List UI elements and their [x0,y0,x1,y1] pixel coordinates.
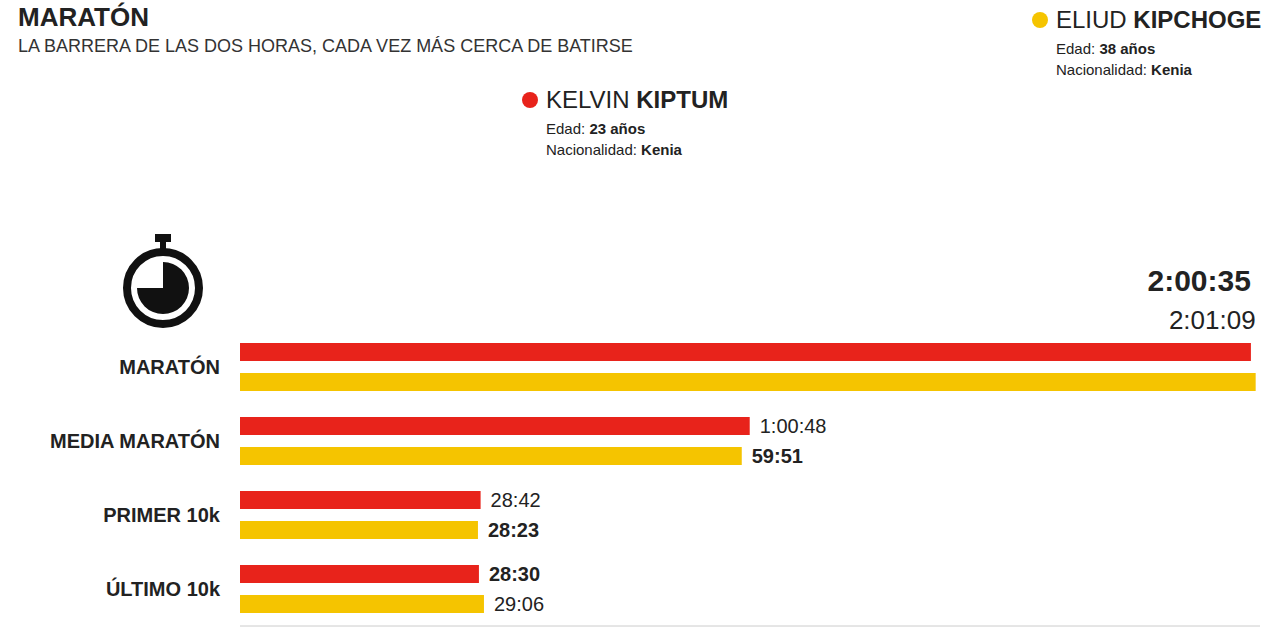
svg-text:29:06: 29:06 [494,593,544,615]
svg-text:59:51: 59:51 [752,445,803,467]
svg-text:28:30: 28:30 [489,563,540,585]
svg-text:MEDIA MARATÓN: MEDIA MARATÓN [50,429,220,452]
html-text:MARATÓN: MARATÓN [18,2,149,32]
svg-text:1:00:48: 1:00:48 [760,415,827,437]
svg-text:2:01:09: 2:01:09 [1169,305,1256,335]
html-text:KELVIN KIPTUM: KELVIN KIPTUM [546,86,729,113]
svg-text:28:42: 28:42 [491,489,541,511]
svg-text:MARATÓN: MARATÓN [119,355,220,378]
html-text:LA BARRERA DE LAS DOS HORAS, C: LA BARRERA DE LAS DOS HORAS, CADA VEZ MÁ… [18,36,633,56]
html-text:Nacionalidad: Kenia: Nacionalidad: Kenia [1056,61,1192,78]
html-text:ELIUD KIPCHOGE: ELIUD KIPCHOGE [1056,6,1262,33]
html-text:Nacionalidad: Kenia: Nacionalidad: Kenia [546,141,682,158]
svg-text:28:23: 28:23 [488,519,539,541]
html-text:Edad: 23 años: Edad: 23 años [546,120,646,137]
svg-text:PRIMER 10k: PRIMER 10k [103,504,221,526]
svg-text:2:00:35: 2:00:35 [1148,264,1251,297]
svg-text:ÚLTIMO 10k: ÚLTIMO 10k [106,577,221,600]
html-text:Edad: 38 años: Edad: 38 años [1056,40,1156,57]
